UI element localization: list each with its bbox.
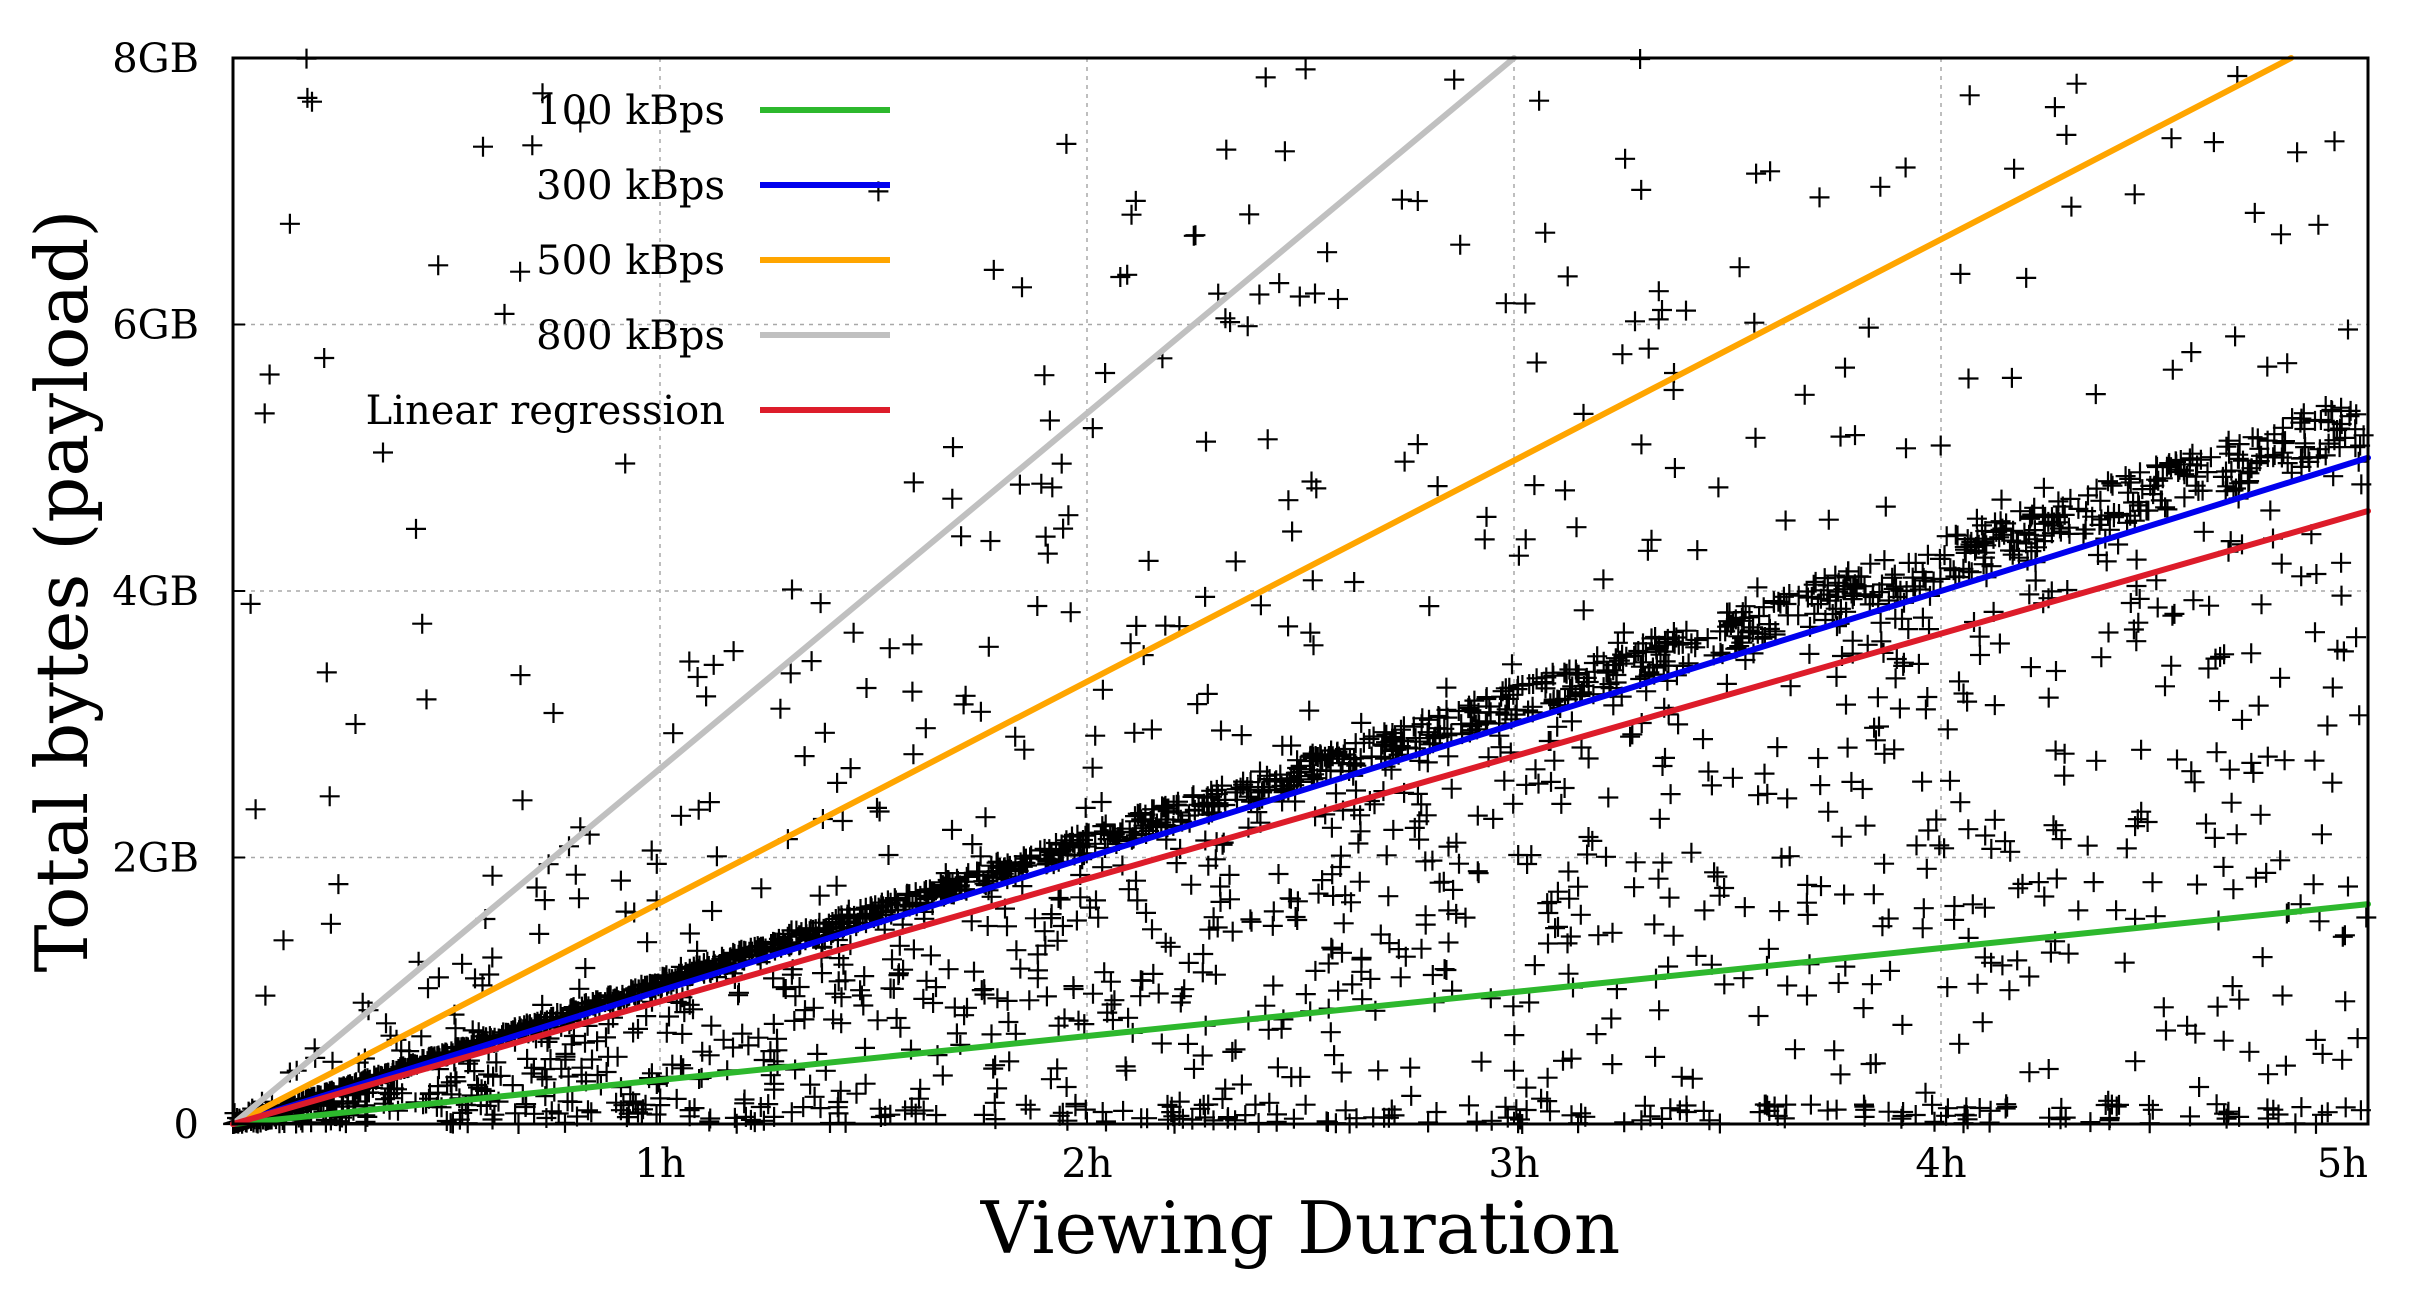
- legend-label: 100 kBps: [536, 88, 725, 134]
- legend-label: 800 kBps: [536, 313, 725, 359]
- legend: 100 kBps 300 kBps 500 kBps 800 kBps Linear r…: [366, 88, 890, 434]
- x-tick-label: 5h: [2317, 1141, 2368, 1187]
- x-tick-label: 2h: [1061, 1141, 1112, 1187]
- y-axis-title: Total bytes (payload): [20, 210, 104, 973]
- series-line-1: [230, 454, 2371, 1127]
- y-tick-label: 2GB: [112, 836, 199, 882]
- y-tick-label: 8GB: [112, 36, 199, 82]
- series-line-4: [230, 508, 2371, 1127]
- x-tick-label: 1h: [634, 1141, 685, 1187]
- y-tick-label: 4GB: [112, 569, 199, 615]
- axis-ticks: 1h 2h 3h 4h 5h 0 2GB 4GB 6GB 8GB: [112, 36, 2369, 1187]
- x-axis-title: Viewing Duration: [980, 1186, 1621, 1270]
- y-tick-label: 0: [174, 1102, 199, 1148]
- x-tick-label: 4h: [1915, 1141, 1966, 1187]
- legend-label: 500 kBps: [536, 238, 725, 284]
- y-tick-label: 6GB: [112, 303, 199, 349]
- series-line-2: [230, 55, 2295, 1127]
- series-line-0: [230, 901, 2371, 1127]
- series-lines: [230, 55, 2371, 1127]
- legend-label: 300 kBps: [536, 163, 725, 209]
- legend-label: Linear regression: [366, 388, 725, 434]
- x-tick-label: 3h: [1488, 1141, 1539, 1187]
- series-line-3: [230, 55, 1517, 1127]
